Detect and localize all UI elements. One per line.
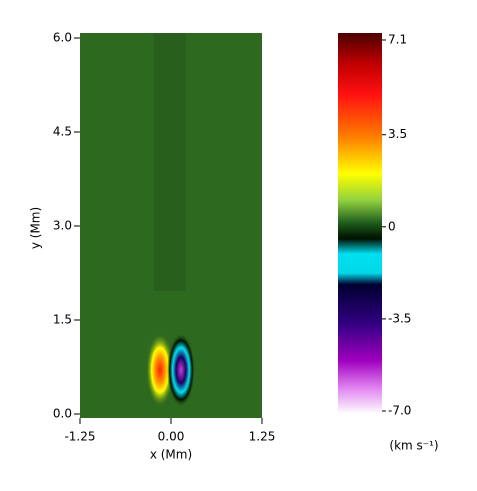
y-tick-label: 3.0 — [53, 219, 72, 233]
y-tick-label: 6.0 — [53, 31, 72, 45]
y-axis-label: y (Mm) — [29, 207, 43, 249]
x-tick-label: 1.25 — [249, 430, 276, 444]
field-image — [80, 33, 262, 418]
colorbar-label: (km s⁻¹) — [389, 439, 438, 453]
colorbar-tick-label: -3.5 — [388, 311, 411, 325]
x-tick-label: -1.25 — [64, 430, 95, 444]
y-tick-label: 1.5 — [53, 313, 72, 327]
colorbar-tick-label: 3.5 — [388, 127, 407, 141]
colorbar — [338, 33, 382, 414]
colorbar-tick-label: -7.0 — [388, 404, 411, 418]
x-axis-label: x (Mm) — [150, 448, 192, 462]
colorbar-tick-label: 7.1 — [388, 33, 407, 47]
colorbar-tick-label: 0 — [388, 219, 396, 233]
x-tick-label: 0.00 — [158, 430, 185, 444]
y-tick-label: 4.5 — [53, 125, 72, 139]
y-tick-label: 0.0 — [53, 407, 72, 421]
